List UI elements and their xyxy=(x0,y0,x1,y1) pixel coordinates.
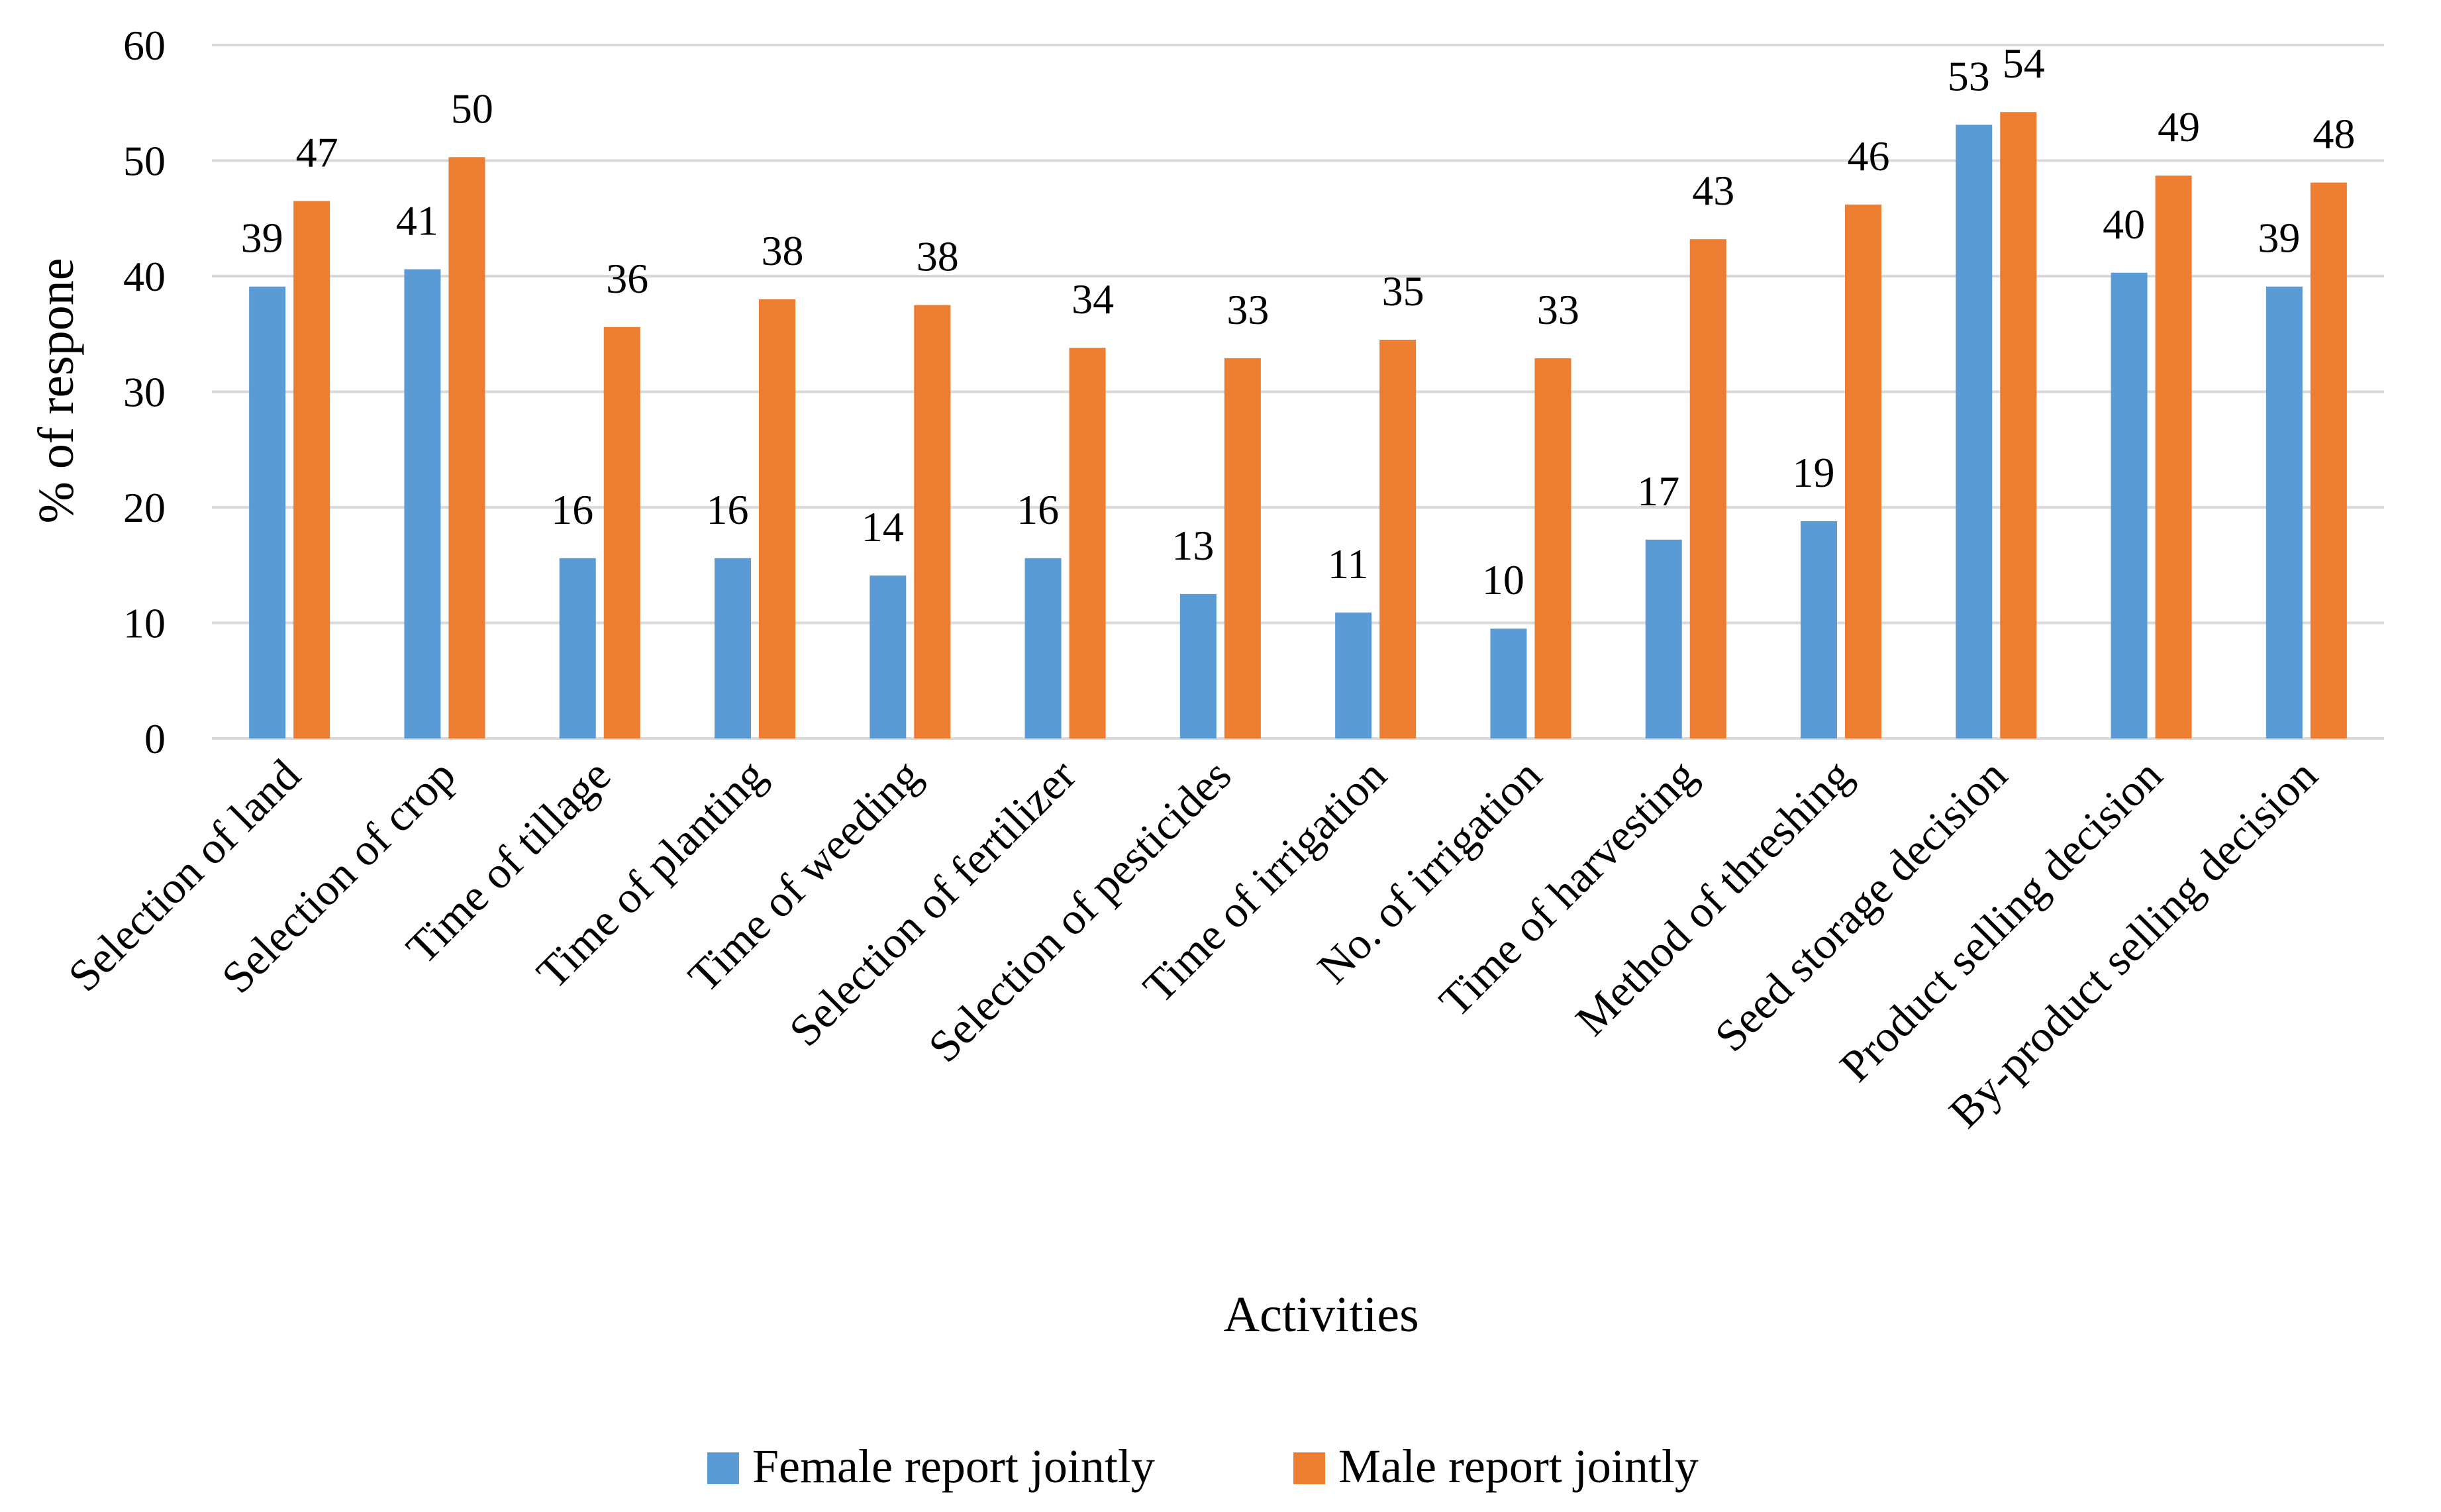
data-label-female: 40 xyxy=(2103,201,2145,248)
bar-male-0 xyxy=(293,201,330,738)
data-label-female: 16 xyxy=(707,486,749,533)
data-label-female: 39 xyxy=(241,215,283,262)
data-label-male: 54 xyxy=(2003,40,2045,87)
gridlines xyxy=(212,44,2384,740)
x-axis-title: Activities xyxy=(1223,1287,1419,1342)
bar-male-5 xyxy=(1069,348,1106,738)
bar-female-0 xyxy=(249,286,286,739)
y-tick-label: 10 xyxy=(123,600,166,647)
bar-female-8 xyxy=(1490,629,1527,738)
data-label-male: 48 xyxy=(2313,111,2355,158)
x-category-label: Selection of fertilizer xyxy=(779,750,1086,1056)
bar-female-9 xyxy=(1645,539,1682,738)
legend-label-female: Female report jointly xyxy=(752,1440,1155,1493)
data-label-female: 17 xyxy=(1637,468,1679,515)
data-label-male: 34 xyxy=(1071,276,1114,323)
y-axis-ticks: 0 10 20 30 40 50 60 xyxy=(123,22,166,762)
data-label-female: 39 xyxy=(2258,215,2300,262)
data-label-male: 36 xyxy=(606,255,648,302)
legend: Female report jointly Male report jointly xyxy=(707,1440,1699,1493)
x-category-label: Time of harvesting xyxy=(1429,750,1706,1027)
data-label-male: 33 xyxy=(1226,286,1269,333)
legend-label-male: Male report jointly xyxy=(1338,1440,1699,1493)
bar-female-11 xyxy=(1956,125,1993,738)
x-category-label: Seed storage decision xyxy=(1705,750,2017,1061)
data-label-male: 47 xyxy=(296,129,338,176)
bar-male-9 xyxy=(1689,239,1726,738)
data-label-male: 49 xyxy=(2158,103,2200,150)
bars xyxy=(249,112,2347,739)
data-label-female: 11 xyxy=(1328,540,1369,587)
data-label-male: 50 xyxy=(451,85,493,132)
data-label-male: 46 xyxy=(1848,132,1890,179)
legend-swatch-male xyxy=(1293,1452,1325,1484)
bar-male-8 xyxy=(1534,358,1571,738)
data-label-male: 35 xyxy=(1382,268,1424,315)
data-label-male: 33 xyxy=(1537,286,1579,333)
bar-female-6 xyxy=(1179,593,1217,738)
bar-female-1 xyxy=(404,269,441,738)
bar-male-12 xyxy=(2155,176,2192,738)
y-tick-label: 40 xyxy=(123,253,166,300)
data-label-female: 19 xyxy=(1793,449,1835,496)
data-label-female: 16 xyxy=(551,486,593,533)
x-category-label: Selection of pesticides xyxy=(919,750,1240,1072)
bar-female-4 xyxy=(870,575,907,738)
bar-female-10 xyxy=(1801,521,1837,738)
data-label-female: 41 xyxy=(396,197,438,244)
data-label-male: 38 xyxy=(917,233,959,280)
data-label-male: 43 xyxy=(1692,167,1734,214)
y-tick-label: 0 xyxy=(144,715,166,762)
bar-male-1 xyxy=(448,157,485,738)
bar-female-12 xyxy=(2111,272,2148,738)
data-label-female: 10 xyxy=(1482,556,1524,603)
x-category-label: Method of threshing xyxy=(1566,750,1861,1045)
bar-female-2 xyxy=(559,558,596,738)
bar-female-7 xyxy=(1335,612,1372,738)
data-labels: 39 47 41 50 16 36 16 38 14 38 16 34 13 33 11 35 10 33 17 43… xyxy=(241,40,2356,603)
bar-male-2 xyxy=(603,327,640,738)
data-label-female: 53 xyxy=(1948,52,1990,99)
y-axis-title: % of respone xyxy=(28,258,84,524)
data-label-female: 13 xyxy=(1171,522,1214,569)
bar-male-11 xyxy=(2000,112,2037,738)
bar-male-6 xyxy=(1224,358,1261,738)
bar-male-3 xyxy=(759,299,795,738)
data-label-female: 16 xyxy=(1017,486,1059,533)
y-tick-label: 30 xyxy=(123,369,166,416)
data-label-male: 38 xyxy=(762,227,804,274)
legend-swatch-female xyxy=(707,1452,739,1484)
bar-female-3 xyxy=(715,558,751,738)
y-tick-label: 20 xyxy=(123,484,166,531)
data-label-female: 14 xyxy=(862,503,904,550)
bar-male-13 xyxy=(2310,182,2347,738)
bar-male-10 xyxy=(1845,204,1881,738)
bar-female-5 xyxy=(1024,558,1062,738)
bar-male-4 xyxy=(914,305,951,738)
bar-female-13 xyxy=(2266,286,2303,739)
y-tick-label: 50 xyxy=(123,138,166,185)
y-tick-label: 60 xyxy=(123,22,166,69)
bar-male-7 xyxy=(1379,339,1417,738)
